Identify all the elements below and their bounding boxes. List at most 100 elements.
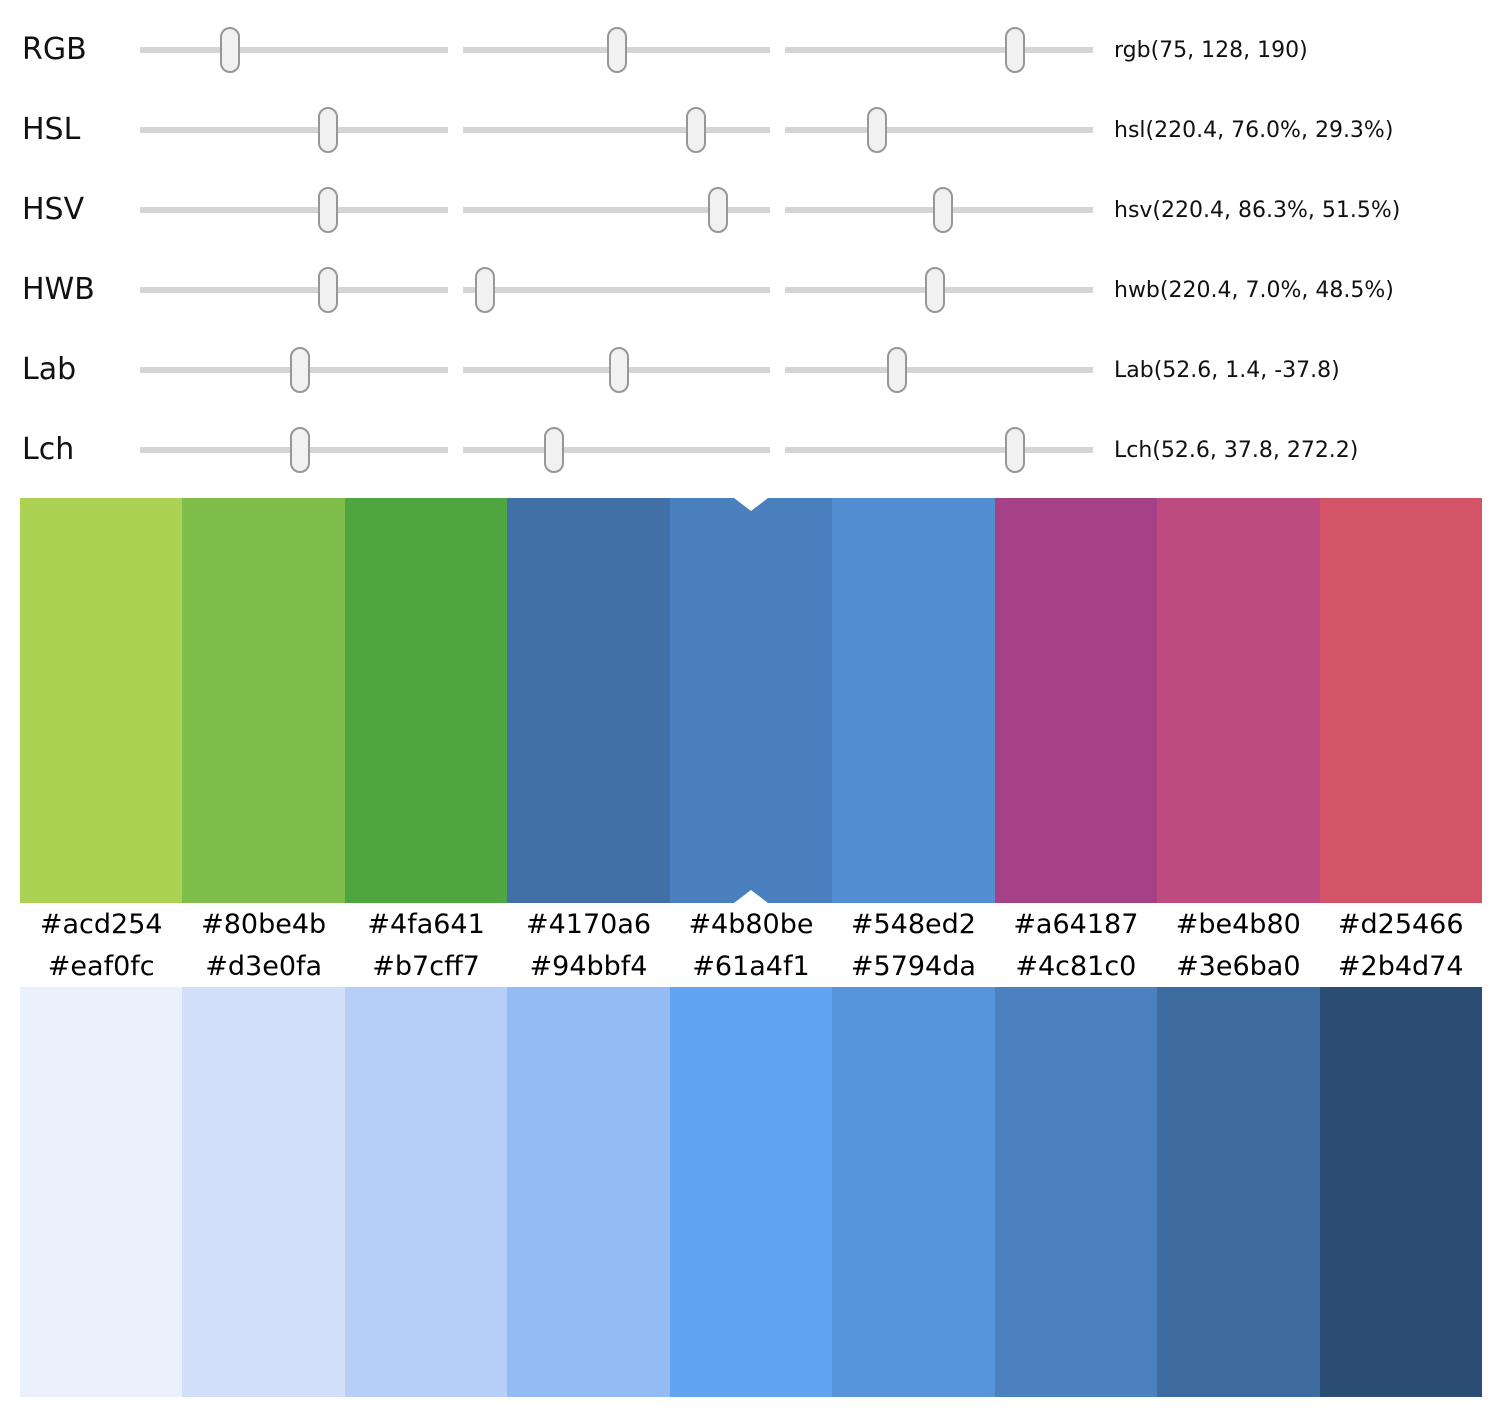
lch-h-slider[interactable] <box>785 424 1094 476</box>
scale-swatch[interactable] <box>344 987 508 1397</box>
palette-strip <box>20 498 1482 903</box>
lab-row-label: Lab <box>22 352 77 387</box>
rgb-b-slider-track[interactable] <box>785 47 1094 53</box>
hsv-row-label: HSV <box>22 192 85 227</box>
scale-swatch[interactable] <box>182 987 345 1397</box>
lab-l-slider-thumb[interactable] <box>289 347 310 393</box>
hwb-h-slider-thumb[interactable] <box>317 267 338 313</box>
hsl-value-text: hsl(220.4, 76.0%, 29.3%) <box>1114 117 1394 143</box>
hsv-value-text: hsv(220.4, 86.3%, 51.5%) <box>1114 197 1401 223</box>
palette-swatch[interactable] <box>832 498 995 903</box>
rgb-g-slider-thumb[interactable] <box>607 27 628 73</box>
hsl-l-slider-thumb[interactable] <box>867 107 888 153</box>
palette-swatch[interactable] <box>344 498 508 903</box>
rgb-sliders <box>140 24 1094 76</box>
rgb-b-slider[interactable] <box>785 24 1094 76</box>
lab-b-slider-track[interactable] <box>785 367 1094 373</box>
hsl-h-slider-track[interactable] <box>140 127 448 133</box>
lab-b-slider[interactable] <box>785 344 1094 396</box>
hsv-s-slider[interactable] <box>462 184 771 236</box>
hex-label: #be4b80 <box>1175 908 1301 940</box>
scale-swatch[interactable] <box>507 987 670 1397</box>
lab-l-slider[interactable] <box>140 344 448 396</box>
rgb-row-label: RGB <box>22 32 87 67</box>
rgb-r-slider-track[interactable] <box>140 47 448 53</box>
hwb-h-slider-track[interactable] <box>140 287 448 293</box>
scale-swatch[interactable] <box>20 987 183 1397</box>
lch-c-slider-track[interactable] <box>462 447 771 453</box>
hwb-b-slider-thumb[interactable] <box>925 267 946 313</box>
slider-row-rgb: RGB rgb(75, 128, 190) <box>0 10 1501 90</box>
hsl-h-slider[interactable] <box>140 104 448 156</box>
hwb-b-slider[interactable] <box>785 264 1094 316</box>
hex-label: #4fa641 <box>367 908 485 940</box>
lch-value-text: Lch(52.6, 37.8, 272.2) <box>1114 437 1359 463</box>
lch-c-slider-thumb[interactable] <box>544 427 565 473</box>
hsv-v-slider-thumb[interactable] <box>933 187 954 233</box>
lab-b-slider-thumb[interactable] <box>887 347 908 393</box>
slider-row-hwb: HWB hwb(220.4, 7.0%, 48.5%) <box>0 250 1501 330</box>
hwb-row-label: HWB <box>22 272 95 307</box>
scale-swatch[interactable] <box>994 987 1158 1397</box>
hex-label: #eaf0fc <box>47 950 155 982</box>
hex-label: #a64187 <box>1013 908 1139 940</box>
palette-hex-row: #acd254 #80be4b #4fa641 #4170a6 #4b80be … <box>20 903 1482 945</box>
scale-swatch[interactable] <box>1157 987 1320 1397</box>
hwb-value-text: hwb(220.4, 7.0%, 48.5%) <box>1114 277 1394 303</box>
hwb-h-slider[interactable] <box>140 264 448 316</box>
rgb-r-slider-thumb[interactable] <box>220 27 241 73</box>
palette-swatch[interactable] <box>1319 498 1482 903</box>
lab-a-slider-thumb[interactable] <box>608 347 629 393</box>
hex-label: #d3e0fa <box>205 950 323 982</box>
scale-swatch[interactable] <box>832 987 995 1397</box>
lch-c-slider[interactable] <box>462 424 771 476</box>
selected-notch-top-icon <box>733 498 768 511</box>
scale-swatch[interactable] <box>669 987 833 1397</box>
hsv-v-slider[interactable] <box>785 184 1094 236</box>
hsl-s-slider-thumb[interactable] <box>685 107 706 153</box>
lch-row-label: Lch <box>22 432 75 467</box>
hex-label: #b7cff7 <box>372 950 480 982</box>
hex-label: #61a4f1 <box>692 950 810 982</box>
slider-row-hsl: HSL hsl(220.4, 76.0%, 29.3%) <box>0 90 1501 170</box>
hsv-sliders <box>140 184 1094 236</box>
rgb-r-slider[interactable] <box>140 24 448 76</box>
hsv-h-slider[interactable] <box>140 184 448 236</box>
hsl-s-slider-track[interactable] <box>462 127 771 133</box>
rgb-b-slider-thumb[interactable] <box>1004 27 1025 73</box>
hwb-w-slider[interactable] <box>462 264 771 316</box>
slider-row-lab: Lab Lab(52.6, 1.4, -37.8) <box>0 330 1501 410</box>
hex-label: #4170a6 <box>526 908 652 940</box>
hsl-l-slider[interactable] <box>785 104 1094 156</box>
hwb-w-slider-thumb[interactable] <box>474 267 495 313</box>
hsv-s-slider-thumb[interactable] <box>708 187 729 233</box>
hsl-h-slider-thumb[interactable] <box>317 107 338 153</box>
lch-l-slider-thumb[interactable] <box>289 427 310 473</box>
lch-l-slider[interactable] <box>140 424 448 476</box>
hsv-h-slider-thumb[interactable] <box>317 187 338 233</box>
hex-label: #acd254 <box>39 908 163 940</box>
hex-label: #d25466 <box>1337 908 1464 940</box>
hwb-w-slider-track[interactable] <box>462 287 771 293</box>
palette-swatch-selected[interactable] <box>669 498 833 903</box>
palette-swatch[interactable] <box>182 498 345 903</box>
lch-h-slider-track[interactable] <box>785 447 1094 453</box>
hsl-s-slider[interactable] <box>462 104 771 156</box>
palette-swatch[interactable] <box>507 498 670 903</box>
hsv-s-slider-track[interactable] <box>462 207 771 213</box>
lch-h-slider-thumb[interactable] <box>1004 427 1025 473</box>
hex-label: #2b4d74 <box>1337 950 1464 982</box>
slider-panel: RGB rgb(75, 128, 190) HSL <box>0 0 1501 490</box>
rgb-value-text: rgb(75, 128, 190) <box>1114 37 1308 63</box>
rgb-g-slider[interactable] <box>462 24 771 76</box>
scale-swatch[interactable] <box>1319 987 1482 1397</box>
hsl-l-slider-track[interactable] <box>785 127 1094 133</box>
hsl-row-label: HSL <box>22 112 81 147</box>
hex-label: #94bbf4 <box>529 950 648 982</box>
slider-row-hsv: HSV hsv(220.4, 86.3%, 51.5%) <box>0 170 1501 250</box>
lab-a-slider[interactable] <box>462 344 771 396</box>
palette-swatch[interactable] <box>20 498 183 903</box>
palette-swatch[interactable] <box>1157 498 1320 903</box>
hsv-h-slider-track[interactable] <box>140 207 448 213</box>
palette-swatch[interactable] <box>994 498 1158 903</box>
